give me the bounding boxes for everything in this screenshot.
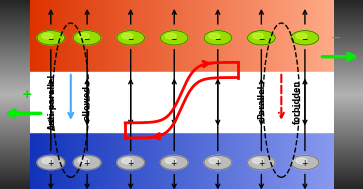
Circle shape bbox=[78, 158, 89, 164]
Circle shape bbox=[37, 155, 65, 170]
Circle shape bbox=[42, 33, 53, 39]
Circle shape bbox=[122, 158, 133, 164]
Text: $-$: $-$ bbox=[47, 33, 55, 42]
Text: $-$: $-$ bbox=[301, 33, 309, 42]
Circle shape bbox=[160, 155, 188, 170]
Bar bbox=[29, 72, 334, 132]
Circle shape bbox=[291, 155, 319, 170]
Text: $-$: $-$ bbox=[214, 33, 222, 42]
Text: Anti-parallel: Anti-parallel bbox=[48, 74, 57, 130]
Text: $+$: $+$ bbox=[214, 158, 221, 167]
Text: $-$: $-$ bbox=[257, 33, 265, 42]
Circle shape bbox=[296, 33, 307, 39]
Circle shape bbox=[296, 158, 307, 164]
Text: $+$: $+$ bbox=[83, 158, 91, 167]
Circle shape bbox=[73, 155, 101, 170]
Text: allowed: allowed bbox=[83, 84, 91, 120]
Circle shape bbox=[73, 31, 101, 45]
Text: $+$: $+$ bbox=[301, 158, 309, 167]
Circle shape bbox=[42, 158, 53, 164]
Circle shape bbox=[209, 33, 220, 39]
Circle shape bbox=[204, 31, 232, 45]
Text: forbidden: forbidden bbox=[293, 80, 302, 124]
Circle shape bbox=[165, 158, 176, 164]
Text: $-$: $-$ bbox=[170, 33, 178, 42]
Text: $-$: $-$ bbox=[83, 33, 91, 42]
Circle shape bbox=[291, 31, 319, 45]
Text: $+$: $+$ bbox=[47, 158, 54, 167]
Circle shape bbox=[248, 31, 275, 45]
Circle shape bbox=[117, 31, 144, 45]
Circle shape bbox=[117, 155, 144, 170]
Circle shape bbox=[122, 33, 133, 39]
Circle shape bbox=[252, 158, 264, 164]
Circle shape bbox=[160, 31, 188, 45]
Circle shape bbox=[209, 158, 220, 164]
Circle shape bbox=[165, 33, 176, 39]
Text: $-$: $-$ bbox=[330, 31, 341, 44]
Text: +: + bbox=[22, 88, 33, 101]
Text: $+$: $+$ bbox=[127, 158, 134, 167]
Text: $-$: $-$ bbox=[127, 33, 135, 42]
Circle shape bbox=[204, 155, 232, 170]
Circle shape bbox=[37, 31, 65, 45]
Text: $+$: $+$ bbox=[171, 158, 178, 167]
Circle shape bbox=[248, 155, 275, 170]
Circle shape bbox=[78, 33, 89, 39]
Text: $+$: $+$ bbox=[258, 158, 265, 167]
Text: Parallel: Parallel bbox=[257, 85, 266, 119]
Circle shape bbox=[252, 33, 264, 39]
